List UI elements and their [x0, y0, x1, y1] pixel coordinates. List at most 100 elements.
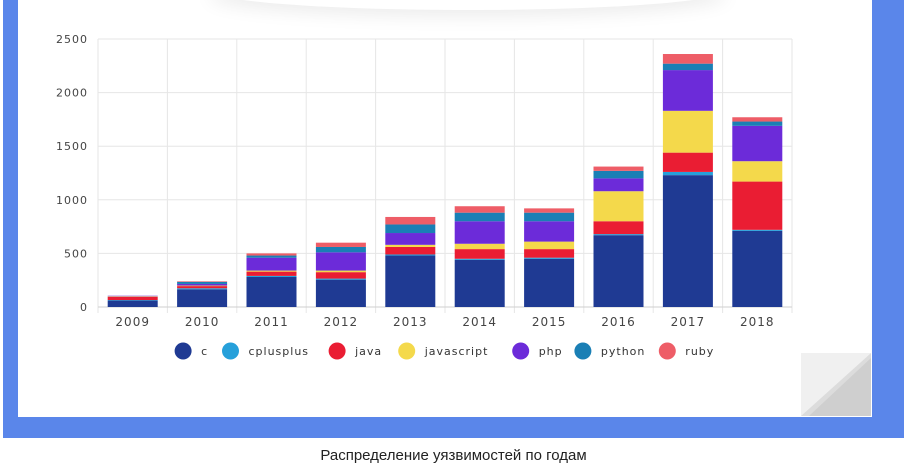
x-tick-label: 2010 — [185, 315, 220, 329]
y-tick-label: 500 — [64, 247, 88, 260]
bar-segment-java-2009[interactable] — [107, 296, 158, 301]
bar-segment-javascript-2017[interactable] — [662, 110, 713, 153]
bar-segment-java-2010[interactable] — [177, 286, 228, 289]
bar-segment-ruby-2014[interactable] — [454, 206, 505, 213]
x-tick-label: 2011 — [254, 315, 289, 329]
y-tick-label: 1500 — [56, 140, 88, 153]
bar-segment-ruby-2013[interactable] — [385, 216, 436, 225]
bar-segment-python-2017[interactable] — [662, 63, 713, 71]
bar-segment-java-2018[interactable] — [732, 181, 783, 230]
bar-segment-c-2012[interactable] — [315, 279, 366, 307]
legend-label-cplusplus[interactable]: cplusplus — [249, 345, 310, 358]
bar-segment-php-2016[interactable] — [593, 178, 644, 192]
bar-segment-python-2016[interactable] — [593, 170, 644, 179]
bar-segment-python-2012[interactable] — [315, 246, 366, 253]
bar-segment-php-2009[interactable] — [107, 295, 158, 297]
bar-segment-php-2011[interactable] — [246, 257, 297, 271]
legend-label-java[interactable]: java — [354, 345, 382, 358]
bar-segment-python-2014[interactable] — [454, 212, 505, 222]
bar-segment-javascript-2018[interactable] — [732, 161, 783, 182]
bar-segment-cplusplus-2012[interactable] — [315, 278, 366, 280]
bar-segment-java-2015[interactable] — [524, 249, 575, 258]
bar-segment-php-2014[interactable] — [454, 221, 505, 244]
bar-segment-javascript-2016[interactable] — [593, 191, 644, 222]
bar-segment-php-2013[interactable] — [385, 233, 436, 245]
y-tick-label: 2500 — [56, 33, 88, 46]
page-fold-decoration — [801, 353, 871, 416]
bar-segment-javascript-2009[interactable] — [107, 296, 158, 297]
bar-segment-python-2015[interactable] — [524, 212, 575, 222]
bar-segment-c-2011[interactable] — [246, 276, 297, 307]
bar-segment-java-2011[interactable] — [246, 271, 297, 276]
y-axis: 0 500 1000 1500 2000 2500 — [56, 33, 88, 314]
y-tick-label: 1000 — [56, 194, 88, 207]
legend-swatch-javascript[interactable] — [398, 342, 416, 360]
bar-segment-python-2011[interactable] — [246, 255, 297, 258]
bar-segment-php-2010[interactable] — [177, 283, 228, 286]
bar-segment-cplusplus-2011[interactable] — [246, 275, 297, 277]
bar-segment-ruby-2017[interactable] — [662, 54, 713, 64]
bar-segment-cplusplus-2014[interactable] — [454, 258, 505, 260]
bar-segment-cplusplus-2017[interactable] — [662, 171, 713, 176]
legend-label-ruby[interactable]: ruby — [685, 345, 714, 358]
x-tick-label: 2015 — [532, 315, 567, 329]
bar-segment-cplusplus-2015[interactable] — [524, 257, 575, 259]
bar-segment-javascript-2015[interactable] — [524, 241, 575, 250]
bar-segment-java-2016[interactable] — [593, 221, 644, 235]
y-tick-label: 2000 — [56, 87, 88, 100]
bar-segment-c-2014[interactable] — [454, 259, 505, 307]
bar-segment-php-2012[interactable] — [315, 252, 366, 271]
bar-segment-c-2017[interactable] — [662, 175, 713, 307]
bar-segment-java-2014[interactable] — [454, 249, 505, 259]
bar-segment-c-2016[interactable] — [593, 235, 644, 307]
x-tick-label: 2013 — [393, 315, 428, 329]
bar-segment-java-2012[interactable] — [315, 272, 366, 279]
legend-label-php[interactable]: php — [539, 345, 563, 358]
x-tick-label: 2016 — [601, 315, 636, 329]
bar-segment-cplusplus-2016[interactable] — [593, 234, 644, 236]
bar-segment-ruby-2016[interactable] — [593, 166, 644, 171]
x-tick-label: 2018 — [740, 315, 775, 329]
legend-swatch-python[interactable] — [574, 342, 592, 360]
bar-segment-ruby-2012[interactable] — [315, 242, 366, 247]
bar-segment-ruby-2010[interactable] — [177, 281, 228, 282]
bar-segment-python-2013[interactable] — [385, 224, 436, 234]
bar-segment-c-2009[interactable] — [107, 300, 158, 307]
header-shadow — [208, 0, 728, 10]
bar-segment-c-2010[interactable] — [177, 289, 228, 307]
bar-segment-javascript-2011[interactable] — [246, 270, 297, 272]
legend: c cplusplus java javascript php python ruby — [174, 342, 714, 360]
bar-segment-java-2013[interactable] — [385, 246, 436, 255]
figure-caption: Распределение уязвимостей по годам — [320, 447, 587, 464]
bar-segment-python-2018[interactable] — [732, 121, 783, 126]
bar-segment-ruby-2015[interactable] — [524, 208, 575, 213]
bar-segment-cplusplus-2009[interactable] — [107, 300, 158, 301]
bar-segment-javascript-2010[interactable] — [177, 285, 228, 287]
bar-segment-php-2018[interactable] — [732, 125, 783, 162]
bar-segment-cplusplus-2013[interactable] — [385, 254, 436, 256]
legend-swatch-java[interactable] — [328, 342, 346, 360]
bar-segment-c-2018[interactable] — [732, 230, 783, 307]
bar-segment-ruby-2018[interactable] — [732, 117, 783, 122]
x-tick-label: 2014 — [462, 315, 497, 329]
bar-segment-javascript-2013[interactable] — [385, 244, 436, 247]
legend-label-python[interactable]: python — [601, 345, 645, 358]
legend-label-javascript[interactable]: javascript — [424, 345, 489, 358]
bar-segment-python-2010[interactable] — [177, 281, 228, 284]
bar-segment-php-2017[interactable] — [662, 70, 713, 111]
bar-segment-cplusplus-2018[interactable] — [732, 229, 783, 231]
bar-segment-java-2017[interactable] — [662, 152, 713, 172]
bar-segment-c-2013[interactable] — [385, 255, 436, 307]
bar-segment-javascript-2012[interactable] — [315, 270, 366, 273]
bar-segment-cplusplus-2010[interactable] — [177, 288, 228, 290]
legend-swatch-php[interactable] — [512, 342, 530, 360]
stacked-bar-chart: 0 500 1000 1500 2000 2500 2009 2010 2011 2012 201… — [56, 33, 793, 360]
bar-segment-c-2015[interactable] — [524, 258, 575, 307]
bar-segment-php-2015[interactable] — [524, 221, 575, 242]
legend-label-c[interactable]: c — [201, 345, 208, 358]
bar-segment-javascript-2014[interactable] — [454, 243, 505, 250]
legend-swatch-c[interactable] — [174, 342, 192, 360]
legend-swatch-cplusplus[interactable] — [222, 342, 239, 360]
legend-swatch-ruby[interactable] — [658, 342, 676, 360]
bar-segment-ruby-2011[interactable] — [246, 253, 297, 256]
